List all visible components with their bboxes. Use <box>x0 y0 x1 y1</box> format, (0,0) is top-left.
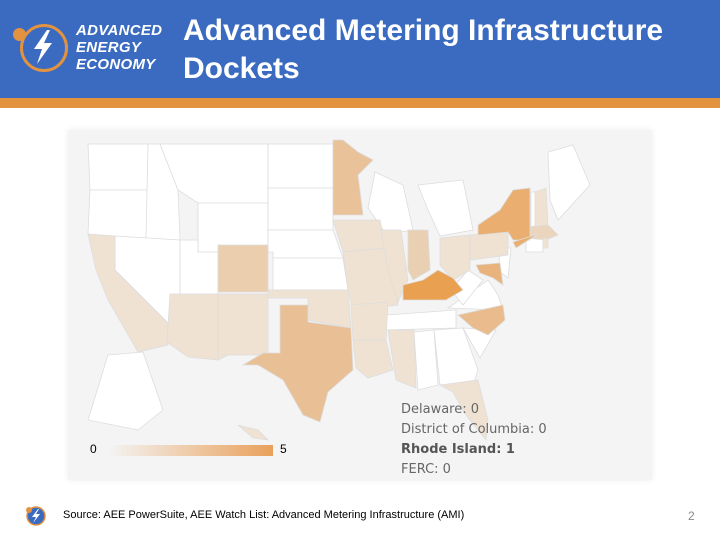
state-long-island[interactable] <box>512 233 539 249</box>
state-michigan[interactable] <box>417 179 474 237</box>
state-idaho[interactable] <box>145 143 181 241</box>
logo-dot-icon <box>13 28 26 41</box>
state-washington[interactable] <box>87 143 149 191</box>
state-arizona[interactable] <box>166 293 219 361</box>
logo-line-1: ADVANCED <box>76 22 163 39</box>
slide-header: ADVANCED ENERGY ECONOMY Advanced Meterin… <box>0 0 720 98</box>
state-alabama[interactable] <box>413 329 439 391</box>
logo-text: ADVANCED ENERGY ECONOMY <box>76 22 162 73</box>
us-map <box>87 139 591 442</box>
state-maine[interactable] <box>547 144 591 221</box>
tooltip-ferc: FERC: 0 <box>401 462 451 477</box>
state-oregon[interactable] <box>87 189 149 241</box>
state-pennsylvania[interactable] <box>469 231 509 261</box>
state-california[interactable] <box>87 233 171 353</box>
logo-line-2: ENERGY <box>76 39 142 56</box>
title-line-2: Dockets <box>183 52 300 85</box>
state-iowa[interactable] <box>332 219 387 253</box>
logo-line-3: ECONOMY <box>76 56 156 73</box>
title-line-1: Advanced Metering Infrastructure <box>183 14 664 47</box>
lightning-bolt-icon <box>34 30 52 64</box>
aee-footer-logo-icon <box>26 506 46 526</box>
state-minnesota[interactable] <box>332 139 374 216</box>
state-new-mexico[interactable] <box>217 293 269 361</box>
state-north-carolina[interactable] <box>457 304 506 336</box>
state-north-dakota[interactable] <box>267 143 334 189</box>
state-texas[interactable] <box>241 304 354 423</box>
legend-gradient-bar <box>108 445 273 456</box>
state-arkansas[interactable] <box>350 301 389 341</box>
state-louisiana[interactable] <box>352 339 394 379</box>
state-ohio[interactable] <box>439 234 471 281</box>
state-kansas[interactable] <box>272 257 349 291</box>
state-kentucky[interactable] <box>402 269 464 301</box>
aee-logo: ADVANCED ENERGY ECONOMY <box>10 16 170 80</box>
state-florida[interactable] <box>438 379 489 442</box>
source-citation: Source: AEE PowerSuite, AEE Watch List: … <box>63 509 465 521</box>
state-alaska[interactable] <box>87 351 164 431</box>
page-number: 2 <box>688 509 695 523</box>
legend-min-label: 0 <box>90 442 97 456</box>
state-indiana[interactable] <box>407 229 431 281</box>
tooltip-delaware: Delaware: 0 <box>401 402 480 417</box>
state-colorado[interactable] <box>217 244 269 293</box>
state-hawaii[interactable] <box>237 424 270 441</box>
logo-ring-icon <box>20 24 68 72</box>
state-georgia[interactable] <box>433 327 479 387</box>
map-tooltip: Delaware: 0 District of Columbia: 0 Rhod… <box>401 400 547 480</box>
state-mississippi[interactable] <box>387 329 417 389</box>
page-title: Advanced Metering Infrastructure Dockets <box>183 12 713 88</box>
legend-max-label: 5 <box>280 442 287 456</box>
state-rhode-island[interactable] <box>542 237 549 249</box>
state-tennessee[interactable] <box>382 309 457 331</box>
state-south-dakota[interactable] <box>267 187 334 231</box>
choropleth-map: Delaware: 0 District of Columbia: 0 Rhod… <box>68 130 652 480</box>
state-new-hampshire[interactable] <box>534 187 549 229</box>
tooltip-rhode-island: Rhode Island: 1 <box>401 442 515 457</box>
state-new-york[interactable] <box>477 187 531 241</box>
state-nebraska[interactable] <box>267 229 344 259</box>
state-west-virginia[interactable] <box>450 269 484 306</box>
tooltip-dc: District of Columbia: 0 <box>401 422 547 437</box>
accent-strip <box>0 98 720 108</box>
state-maryland[interactable] <box>475 262 504 286</box>
